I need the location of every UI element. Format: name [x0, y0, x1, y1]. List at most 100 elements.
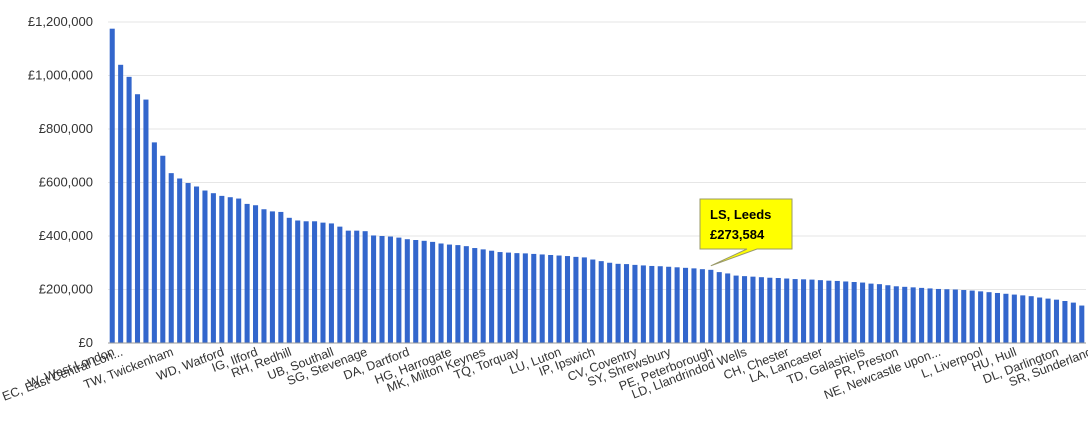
bar[interactable] [817, 280, 823, 343]
bar[interactable] [514, 253, 520, 343]
bar[interactable] [312, 221, 318, 343]
bar[interactable] [623, 264, 630, 343]
bar[interactable] [640, 265, 646, 343]
bar[interactable] [868, 283, 874, 343]
bar[interactable] [202, 190, 208, 343]
bar[interactable] [109, 28, 115, 343]
bar[interactable] [286, 217, 292, 343]
bar[interactable] [185, 183, 191, 343]
bar[interactable] [716, 272, 722, 343]
bar[interactable] [674, 267, 680, 343]
bar[interactable] [548, 254, 554, 343]
bar[interactable] [480, 249, 486, 344]
bar[interactable] [210, 193, 216, 343]
bar[interactable] [994, 292, 1000, 343]
bar[interactable] [843, 281, 849, 343]
bar[interactable] [910, 287, 916, 343]
bar[interactable] [809, 279, 815, 343]
bar[interactable] [826, 280, 832, 343]
bar[interactable] [253, 205, 259, 343]
bar[interactable] [792, 279, 798, 343]
bar[interactable] [497, 252, 503, 343]
bar[interactable] [725, 273, 731, 343]
bar[interactable] [320, 222, 326, 344]
bar[interactable] [952, 289, 958, 344]
bar[interactable] [539, 254, 545, 343]
bar[interactable] [784, 278, 790, 343]
bar[interactable] [118, 64, 124, 344]
bar[interactable] [927, 288, 933, 343]
bar[interactable] [522, 253, 528, 343]
bar[interactable] [649, 265, 655, 343]
bar[interactable] [1070, 302, 1076, 343]
bar[interactable] [775, 278, 781, 343]
bar[interactable] [345, 230, 351, 343]
bar[interactable] [581, 257, 587, 343]
bar[interactable] [986, 292, 992, 343]
bar[interactable] [834, 280, 840, 343]
bar[interactable] [396, 237, 402, 343]
bar[interactable] [876, 284, 882, 343]
bar[interactable] [683, 267, 689, 343]
bar[interactable] [1011, 294, 1017, 343]
bar[interactable] [893, 286, 899, 343]
bar[interactable] [151, 142, 157, 344]
bar[interactable] [885, 285, 891, 343]
bar[interactable] [455, 245, 461, 343]
bar[interactable] [404, 239, 410, 343]
bar[interactable] [1079, 305, 1085, 343]
bar[interactable] [935, 288, 941, 343]
bar[interactable] [556, 255, 562, 343]
bar[interactable] [902, 286, 908, 343]
bar[interactable] [564, 256, 571, 343]
bar[interactable] [227, 197, 233, 343]
bar[interactable] [666, 266, 672, 343]
bar[interactable] [489, 250, 495, 343]
bar[interactable] [1045, 298, 1051, 343]
bar[interactable] [767, 277, 773, 343]
bar[interactable] [1037, 297, 1043, 343]
bar[interactable] [134, 94, 141, 343]
bar[interactable] [438, 243, 444, 343]
bar[interactable] [194, 186, 200, 343]
bar[interactable] [269, 211, 275, 343]
bar[interactable] [1053, 299, 1060, 343]
bar[interactable] [607, 262, 613, 343]
bar[interactable] [978, 291, 984, 343]
bar[interactable] [691, 268, 697, 343]
bar[interactable] [219, 195, 225, 344]
bar[interactable] [1003, 293, 1009, 343]
bar[interactable] [590, 259, 596, 343]
bar[interactable] [463, 246, 469, 343]
bar[interactable] [278, 211, 284, 343]
bar[interactable] [143, 99, 149, 343]
bar[interactable] [362, 231, 368, 343]
bar[interactable] [961, 290, 967, 343]
bar[interactable] [733, 275, 739, 343]
bar[interactable] [446, 244, 452, 343]
bar[interactable] [750, 276, 756, 343]
bar[interactable] [160, 155, 166, 343]
bar[interactable] [236, 198, 242, 343]
bar[interactable] [379, 236, 385, 343]
bar[interactable] [708, 269, 714, 343]
bar[interactable] [261, 209, 267, 343]
bar[interactable] [531, 253, 537, 343]
bar[interactable] [851, 282, 857, 343]
bar[interactable] [598, 261, 604, 343]
bar[interactable] [168, 173, 174, 343]
bar[interactable] [505, 252, 511, 343]
bar[interactable] [860, 282, 866, 343]
bar[interactable] [337, 226, 343, 343]
bar[interactable] [801, 279, 807, 343]
bar[interactable] [430, 241, 436, 343]
bar[interactable] [1062, 301, 1068, 343]
bar[interactable] [328, 223, 334, 343]
bar[interactable] [969, 290, 975, 343]
bar[interactable] [632, 264, 638, 343]
bar[interactable] [944, 289, 950, 343]
bar[interactable] [295, 220, 301, 343]
bar[interactable] [413, 240, 419, 343]
bar[interactable] [354, 230, 360, 343]
bar[interactable] [699, 269, 705, 343]
